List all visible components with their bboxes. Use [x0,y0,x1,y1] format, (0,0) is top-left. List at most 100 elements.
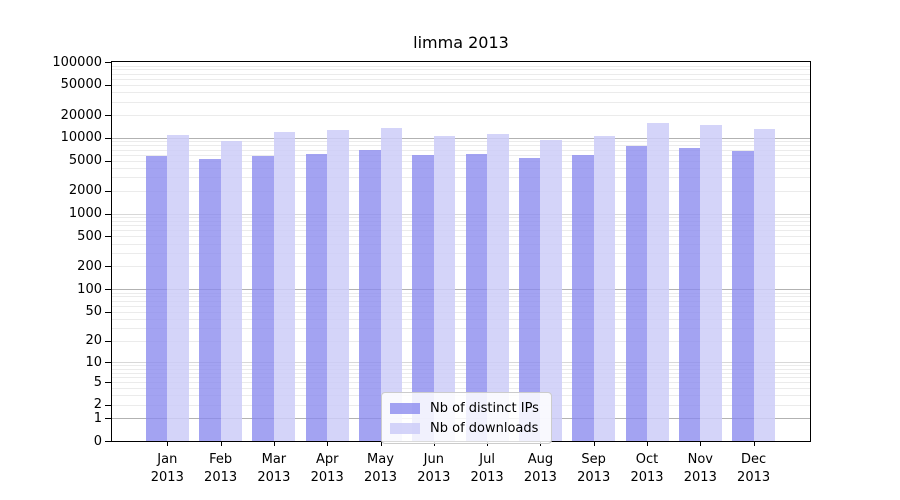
bar-sep-downloads [593,135,616,441]
x-tick-label-apr: Apr 2013 [310,452,344,485]
gridline-8000 [112,145,810,147]
y-tick-label-50: 50 [85,304,102,320]
legend-item-downloads: Nb of downloads [390,418,539,438]
y-tick-2 [105,404,112,406]
gridline-800 [112,220,810,222]
gridline-900 [112,217,810,218]
y-tick-label-100: 100 [77,281,102,297]
gridline-600 [112,230,810,232]
gridline-4000 [112,168,810,169]
gridline-700 [112,225,810,227]
bar-mar-downloads [273,132,296,441]
legend-item-distinct-ips: Nb of distinct IPs [390,398,539,418]
x-tick-label-dec: Dec 2013 [737,452,771,485]
x-tick-label-oct: Oct 2013 [630,452,664,485]
y-tick-label-100000: 100000 [52,54,102,70]
x-tick-label-aug: Aug 2013 [523,452,557,485]
y-tick-200 [105,266,112,268]
bar-jan-ips [145,155,168,441]
bar-sep-ips [572,154,594,441]
gridline-70000 [112,73,810,75]
y-tick-label-2000: 2000 [68,183,102,199]
y-tick-1000 [105,213,112,215]
x-tick-label-may: May 2013 [363,452,398,485]
gridline-30 [112,328,810,329]
bar-aug-ips [518,157,541,441]
x-tick-jan [167,441,169,446]
y-tick-label-10000: 10000 [60,130,102,146]
gridline-90 [112,292,810,294]
bar-jun-ips [412,154,434,441]
bar-nov-ips [678,147,701,441]
bar-apr-downloads [327,130,349,441]
gridline-60000 [112,78,810,80]
gridline-30000 [112,101,810,103]
y-tick-label-10: 10 [85,354,102,370]
x-tick-label-jan: Jan 2013 [150,452,184,485]
y-tick-500 [105,236,112,238]
bar-nov-downloads [700,125,722,441]
x-tick-dec [753,441,755,446]
gridline-80 [112,296,810,298]
y-tick-label-5: 5 [93,374,102,390]
x-tick-label-sep: Sep 2013 [577,452,611,485]
gridline-9000 [112,141,810,143]
legend-swatch-distinct-ips [390,402,420,414]
y-tick-20000 [105,115,112,116]
bar-may-ips [359,149,381,441]
x-tick-label-feb: Feb 2013 [204,452,238,485]
gridline-500 [112,236,810,238]
x-tick-sep [593,441,595,446]
bar-feb-downloads [220,140,243,441]
x-tick-label-jul: Jul 2013 [470,452,504,485]
gridline-90000 [112,65,810,67]
bar-dec-downloads [753,129,776,441]
x-tick-label-jun: Jun 2013 [417,452,451,485]
y-tick-label-20000: 20000 [60,107,102,123]
gridline-4 [112,388,810,389]
x-tick-mar [273,441,275,446]
y-tick-label-0: 0 [93,433,102,449]
y-tick-20 [105,340,112,342]
gridline-1000 [112,213,810,215]
gridline-6 [112,376,810,378]
y-tick-100000 [105,62,112,63]
x-tick-apr [327,441,329,446]
y-tick-label-500: 500 [77,228,102,244]
x-tick-label-nov: Nov 2013 [683,452,717,485]
legend-swatch-downloads [390,422,420,434]
legend: Nb of distinct IPs Nb of downloads [381,392,552,444]
y-tick-label-1: 1 [93,410,102,426]
x-tick-nov [700,441,702,446]
y-tick-label-200: 200 [77,258,102,274]
legend-label: Nb of distinct IPs [430,400,539,416]
y-tick-5000 [105,160,112,162]
gridline-200 [112,266,810,268]
x-tick-may [380,441,382,446]
bar-jul-downloads [487,133,509,441]
gridline-80000 [112,69,810,71]
y-tick-label-5000: 5000 [68,153,102,169]
gridline-20000 [112,115,810,116]
gridline-50 [112,311,810,313]
bar-aug-downloads [540,140,562,441]
gridline-5000 [112,160,810,162]
gridline-300 [112,253,810,255]
bar-dec-ips [732,150,754,441]
bar-apr-ips [305,153,328,441]
y-tick-100 [105,289,112,291]
y-tick-label-50000: 50000 [60,77,102,93]
y-tick-50000 [105,84,112,86]
bar-jan-downloads [167,135,189,441]
gridline-10 [112,362,810,364]
gridline-10000 [112,137,810,139]
gridline-9 [112,365,810,367]
gridline-60 [112,305,810,307]
gridline-2000 [112,190,810,192]
plot-area [111,61,811,442]
gridline-5 [112,382,810,383]
gridline-6000 [112,154,810,156]
gridline-100 [112,289,810,291]
bar-may-downloads [380,127,402,441]
